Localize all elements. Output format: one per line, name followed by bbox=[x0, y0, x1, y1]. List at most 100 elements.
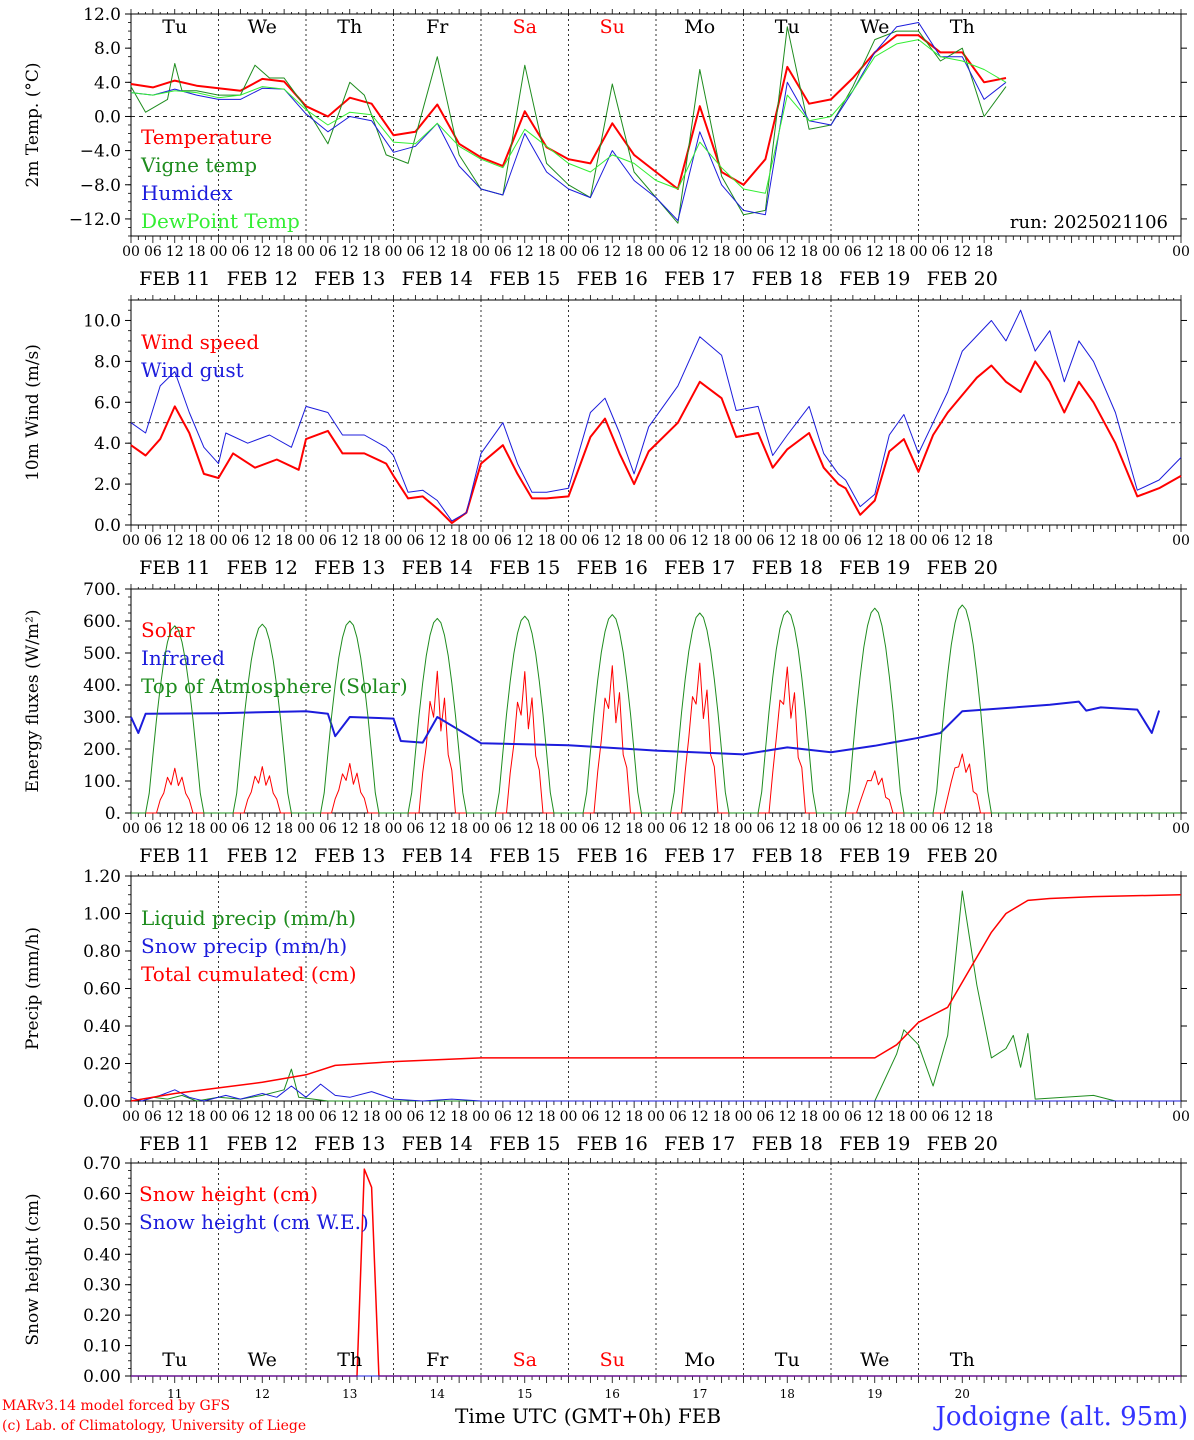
hour-label: 06 bbox=[406, 533, 424, 549]
y-tick-label: 0.50 bbox=[83, 1215, 121, 1235]
hour-label: 06 bbox=[231, 533, 249, 549]
y-tick-label: 1.20 bbox=[83, 867, 121, 887]
hour-label: 18 bbox=[888, 244, 906, 260]
run-annotation: run: 2025021106 bbox=[1010, 212, 1168, 233]
hour-label: 18 bbox=[275, 244, 293, 260]
y-tick-label: 0.70 bbox=[83, 1154, 121, 1174]
hour-label: 06 bbox=[581, 1109, 599, 1125]
series-line-1 bbox=[130, 360, 1182, 524]
hour-label: 18 bbox=[975, 821, 993, 837]
day-number-label: 16 bbox=[605, 1387, 620, 1401]
y-tick-label: −4.0 bbox=[80, 142, 121, 162]
hour-label: 00 bbox=[560, 533, 578, 549]
hour-label: 18 bbox=[975, 1109, 993, 1125]
hour-label: 12 bbox=[691, 533, 709, 549]
y-tick-label: 8.0 bbox=[94, 352, 121, 372]
panel-5: 0.70 0.60 0.50 0.40 0.30 0.20 0.10 0.00 Snow hei… bbox=[23, 1154, 1187, 1401]
lab-credit: (c) Lab. of Climatology, University of L… bbox=[2, 1418, 307, 1434]
hour-label: 18 bbox=[888, 1109, 906, 1125]
date-label: FEB 14 bbox=[402, 268, 473, 290]
hour-label: 12 bbox=[691, 244, 709, 260]
hour-label: 00 bbox=[822, 1109, 840, 1125]
hour-label: 06 bbox=[669, 1109, 687, 1125]
hour-label: 18 bbox=[275, 533, 293, 549]
date-label: FEB 14 bbox=[402, 845, 473, 867]
hour-label: 06 bbox=[844, 821, 862, 837]
date-label: FEB 16 bbox=[577, 845, 648, 867]
hour-label: 06 bbox=[931, 533, 949, 549]
y-tick-label: 0.20 bbox=[83, 1306, 121, 1326]
hour-label: 12 bbox=[516, 244, 534, 260]
hour-label: 12 bbox=[953, 821, 971, 837]
y-tick-label: 4.0 bbox=[94, 73, 121, 93]
hour-label: 18 bbox=[450, 533, 468, 549]
hour-label: 00 bbox=[910, 244, 928, 260]
hour-label: 00 bbox=[472, 821, 490, 837]
hour-label: 12 bbox=[166, 244, 184, 260]
hour-label: 12 bbox=[341, 821, 359, 837]
hour-label: 06 bbox=[931, 821, 949, 837]
weekday-label: We bbox=[248, 1349, 277, 1371]
hour-label: 00 bbox=[735, 244, 753, 260]
weekday-label: Th bbox=[337, 1349, 362, 1371]
date-label: FEB 17 bbox=[664, 557, 735, 579]
hour-label: 18 bbox=[188, 821, 206, 837]
weekday-label: Su bbox=[600, 1349, 625, 1371]
y-tick-label: 300. bbox=[83, 708, 121, 728]
hour-label: 06 bbox=[144, 1109, 162, 1125]
hour-label: 00 bbox=[210, 821, 228, 837]
weekday-label: Fr bbox=[426, 1349, 449, 1371]
hour-label: 12 bbox=[778, 533, 796, 549]
hour-label: 06 bbox=[406, 821, 424, 837]
legend-entry: DewPoint Temp bbox=[141, 209, 300, 233]
hour-label: 00 bbox=[210, 1109, 228, 1125]
day-number-label: 14 bbox=[430, 1387, 446, 1401]
weekday-label: Th bbox=[337, 16, 362, 38]
hour-label: 18 bbox=[450, 1109, 468, 1125]
hour-label: 00 bbox=[910, 533, 928, 549]
weekday-label: Tu bbox=[775, 1349, 800, 1371]
date-label: FEB 12 bbox=[227, 268, 298, 290]
date-label: FEB 17 bbox=[664, 845, 735, 867]
hour-label: 00 bbox=[297, 533, 315, 549]
hour-label: 18 bbox=[800, 1109, 818, 1125]
date-label: FEB 15 bbox=[489, 845, 560, 867]
hour-label: 00 bbox=[910, 1109, 928, 1125]
hour-label: 00 bbox=[122, 1109, 140, 1125]
hour-label: 18 bbox=[800, 244, 818, 260]
hour-label: 06 bbox=[756, 533, 774, 549]
y-tick-label: 200. bbox=[83, 740, 121, 760]
hour-label: 00 bbox=[735, 1109, 753, 1125]
series-line-2 bbox=[130, 700, 1161, 756]
y-axis-label: Snow height (cm) bbox=[23, 1193, 43, 1345]
y-axis-label: Energy fluxes (W/m²) bbox=[23, 610, 43, 793]
hour-label: 18 bbox=[188, 244, 206, 260]
hour-label: 12 bbox=[603, 244, 621, 260]
hour-label: 18 bbox=[538, 1109, 556, 1125]
hour-label: 00 bbox=[822, 821, 840, 837]
hour-label: 06 bbox=[231, 1109, 249, 1125]
hour-label: 18 bbox=[625, 533, 643, 549]
hour-label: 18 bbox=[625, 1109, 643, 1125]
model-credit: MARv3.14 model forced by GFS bbox=[2, 1398, 231, 1414]
hour-label: 18 bbox=[713, 821, 731, 837]
legend-entry: Liquid precip (mm/h) bbox=[141, 906, 356, 930]
day-number-label: 13 bbox=[342, 1387, 357, 1401]
hour-label: 12 bbox=[953, 533, 971, 549]
date-label: FEB 13 bbox=[314, 1133, 385, 1155]
hour-label: 18 bbox=[538, 821, 556, 837]
panel-4: 1.20 1.00 0.80 0.60 0.40 0.20 0.00 Precip (mm/h… bbox=[23, 867, 1190, 1155]
hour-label: 00 bbox=[822, 533, 840, 549]
day-number-label: 12 bbox=[255, 1387, 270, 1401]
hour-label: 00 bbox=[1172, 1109, 1190, 1125]
hour-label: 12 bbox=[603, 533, 621, 549]
hour-label: 06 bbox=[231, 821, 249, 837]
hour-label: 06 bbox=[669, 533, 687, 549]
day-number-label: 18 bbox=[780, 1387, 795, 1401]
series-line-2 bbox=[130, 26, 1007, 224]
legend-entry: Wind gust bbox=[141, 358, 244, 382]
hour-label: 06 bbox=[669, 244, 687, 260]
series-line-3 bbox=[130, 894, 1182, 1102]
hour-label: 12 bbox=[253, 1109, 271, 1125]
y-tick-label: 400. bbox=[83, 676, 121, 696]
